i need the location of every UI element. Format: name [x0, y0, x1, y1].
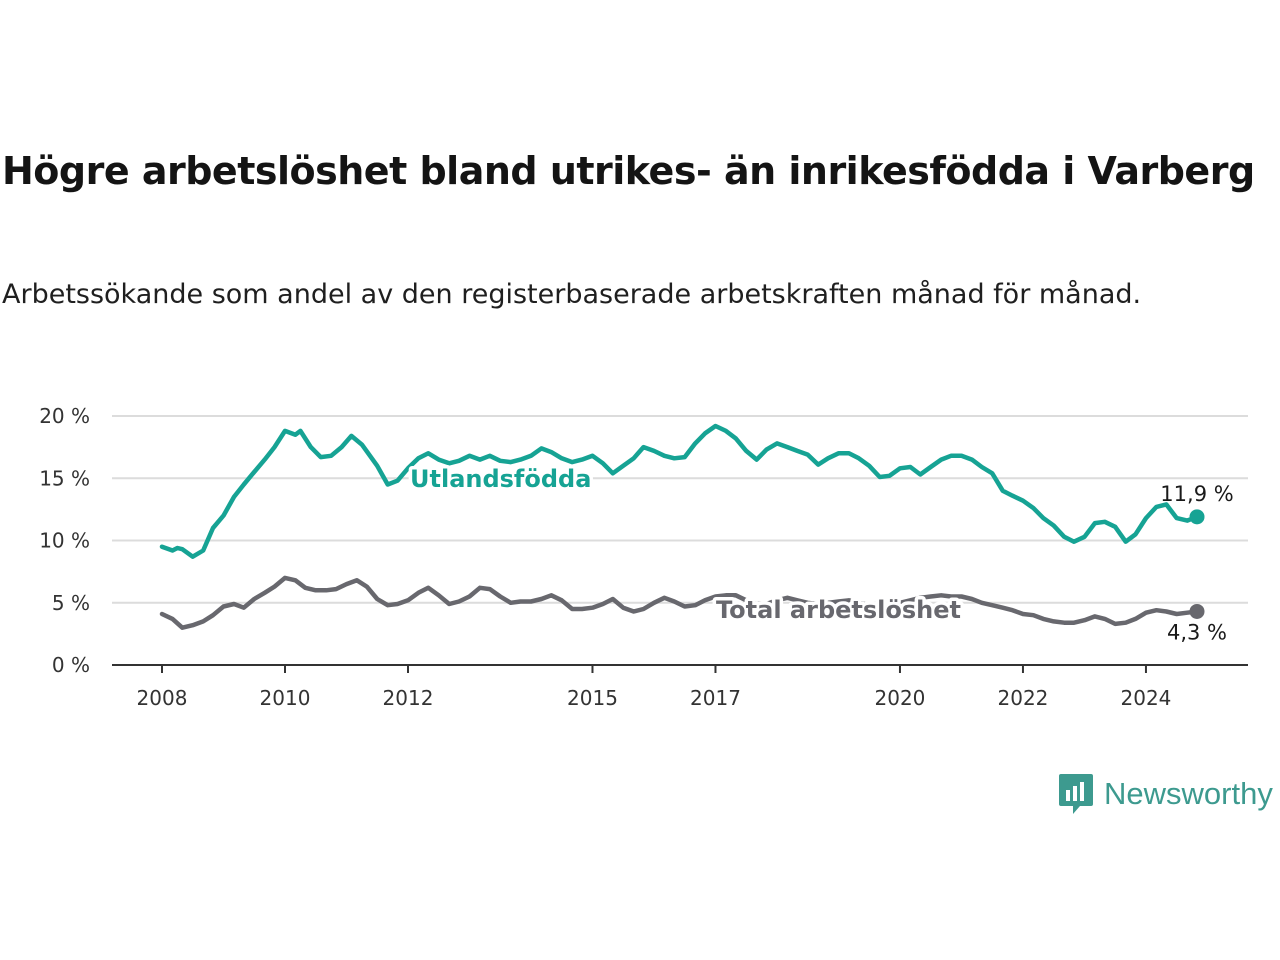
series-name-label: Utlandsfödda [410, 465, 591, 493]
x-tick-label: 2015 [567, 686, 618, 710]
x-tick-label: 2008 [137, 686, 188, 710]
x-tick-label: 2010 [260, 686, 311, 710]
brand-name: Newsworthy [1104, 776, 1273, 811]
y-tick-label: 15 % [39, 466, 90, 490]
series-end-label: 11,9 % [1160, 482, 1233, 506]
series-labels: 11,9 % Utlandsfödda 4,3 % Total arbetslöshe… [407, 462, 1234, 645]
series-line [159, 423, 1200, 559]
newsworthy-logo: Newsworthy [1058, 772, 1273, 816]
x-tick-label: 2022 [998, 686, 1049, 710]
series-end-label: 4,3 % [1167, 620, 1227, 644]
grid-lines [112, 415, 1248, 604]
y-tick-label: 20 % [39, 404, 90, 428]
line-chart: 0 % 5 % 10 % 15 % 20 % 2008 2010 2012 2015 2017 20… [39, 404, 1248, 710]
chart-subtitle: Arbetssökande som andel av den registerb… [2, 279, 1142, 310]
axes: 0 % 5 % 10 % 15 % 20 % 2008 2010 2012 2015 2017 20… [39, 404, 1248, 710]
newsworthy-logo-icon [1059, 774, 1093, 814]
series-lines [159, 423, 1205, 630]
x-tick-label: 2012 [383, 686, 434, 710]
y-tick-label: 5 % [52, 591, 90, 615]
series-name-label: Total arbetslöshet [716, 596, 961, 624]
chart-title: Högre arbetslöshet bland utrikes- än inr… [2, 149, 1255, 193]
x-tick-label: 2024 [1121, 686, 1172, 710]
x-tick-label: 2020 [875, 686, 926, 710]
series-line [159, 575, 1200, 630]
series-end-point [1189, 509, 1205, 525]
y-tick-label: 0 % [52, 653, 90, 677]
series-end-point [1189, 603, 1205, 619]
y-tick-label: 10 % [39, 529, 90, 553]
x-tick-label: 2017 [690, 686, 741, 710]
